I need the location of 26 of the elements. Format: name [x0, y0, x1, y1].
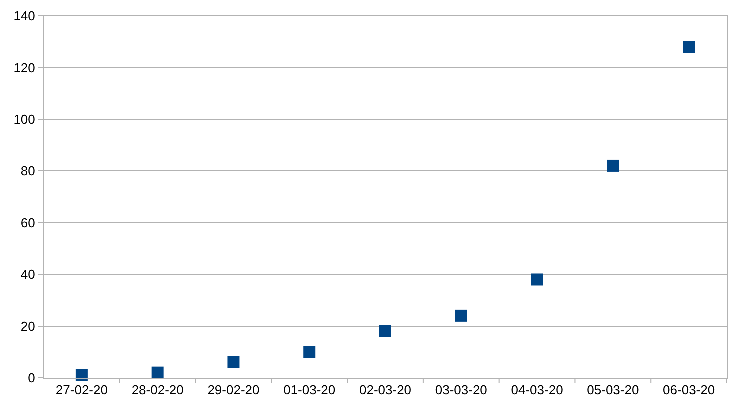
x-tick-label: 27-02-20 — [56, 382, 108, 398]
y-tick-label: 80 — [20, 164, 36, 179]
point — [304, 346, 316, 358]
point — [228, 356, 240, 368]
x-tick-label: 28-02-20 — [132, 382, 184, 398]
point — [683, 41, 696, 54]
point — [76, 369, 88, 382]
x-tick-label: 01-03-20 — [284, 382, 336, 398]
point — [607, 160, 620, 172]
x-tick-label: 03-03-20 — [435, 382, 488, 398]
point — [455, 310, 468, 322]
y-tick-label: 100 — [14, 112, 36, 127]
y-tick-label: 60 — [20, 215, 36, 230]
x-tick-label: 02-03-20 — [359, 382, 412, 398]
y-tick-label: 20 — [20, 318, 36, 334]
y-tick-label: 120 — [14, 60, 36, 76]
point — [152, 366, 164, 379]
y-tick-label: 0 — [28, 370, 36, 386]
y-tick-label: 140 — [14, 8, 36, 24]
point — [531, 274, 544, 286]
x-tick-label: 29-02-20 — [208, 382, 260, 398]
x-tick-label: 06-03-20 — [663, 382, 716, 398]
x-tick-label: 05-03-20 — [587, 382, 640, 398]
y-tick-label: 40 — [20, 267, 36, 282]
point — [380, 325, 392, 338]
x-tick-label: 04-03-20 — [511, 382, 564, 398]
